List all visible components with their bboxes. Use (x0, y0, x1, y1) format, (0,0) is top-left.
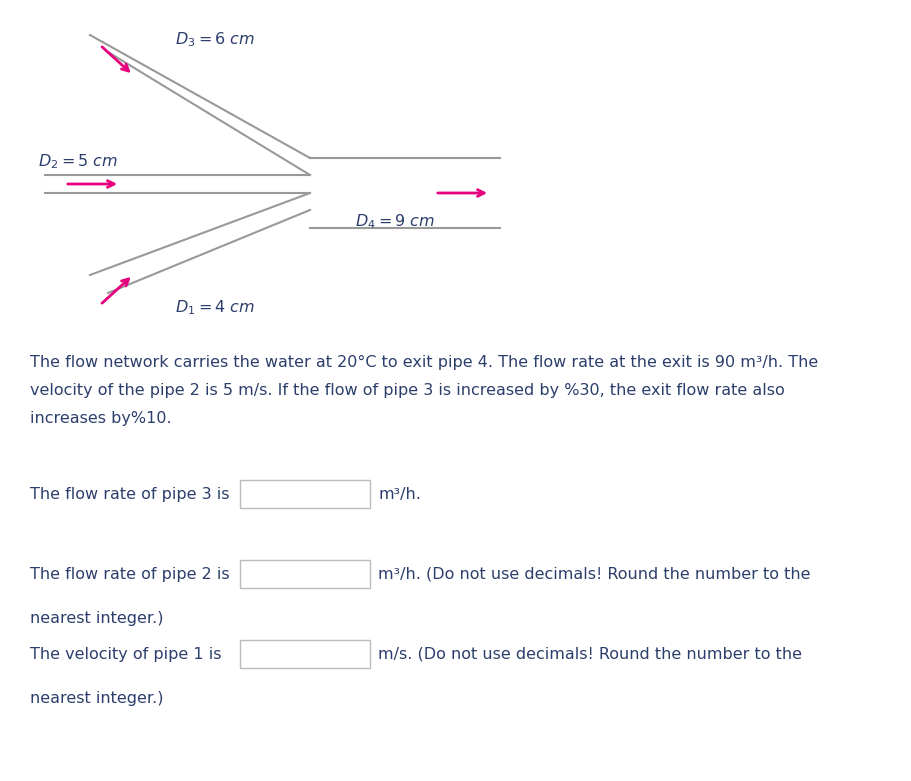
Text: The flow rate of pipe 3 is: The flow rate of pipe 3 is (30, 487, 230, 501)
Text: The velocity of pipe 1 is: The velocity of pipe 1 is (30, 647, 221, 662)
Text: The flow network carries the water at 20°C to exit pipe 4. The flow rate at the : The flow network carries the water at 20… (30, 355, 818, 370)
Bar (240, 480, 370, 508)
Text: m³/h. (Do not use decimals! Round the number to the: m³/h. (Do not use decimals! Round the nu… (378, 566, 811, 582)
Bar (240, 560, 370, 588)
Text: $D_1=4$ cm: $D_1=4$ cm (175, 298, 255, 317)
Text: $D_2=5$ cm: $D_2=5$ cm (38, 152, 118, 171)
Text: velocity of the pipe 2 is 5 m/s. If the flow of pipe 3 is increased by %30, the : velocity of the pipe 2 is 5 m/s. If the … (30, 383, 784, 398)
Text: $D_3=6$ cm: $D_3=6$ cm (175, 30, 255, 49)
Text: The flow rate of pipe 2 is: The flow rate of pipe 2 is (30, 566, 230, 582)
Text: $D_4=9$ cm: $D_4=9$ cm (355, 212, 435, 231)
Text: nearest integer.): nearest integer.) (30, 690, 163, 705)
Text: nearest integer.): nearest integer.) (30, 611, 163, 626)
Bar (240, 640, 370, 668)
Text: increases by%10.: increases by%10. (30, 411, 171, 426)
Text: m/s. (Do not use decimals! Round the number to the: m/s. (Do not use decimals! Round the num… (378, 647, 802, 662)
Text: m³/h.: m³/h. (378, 487, 421, 501)
